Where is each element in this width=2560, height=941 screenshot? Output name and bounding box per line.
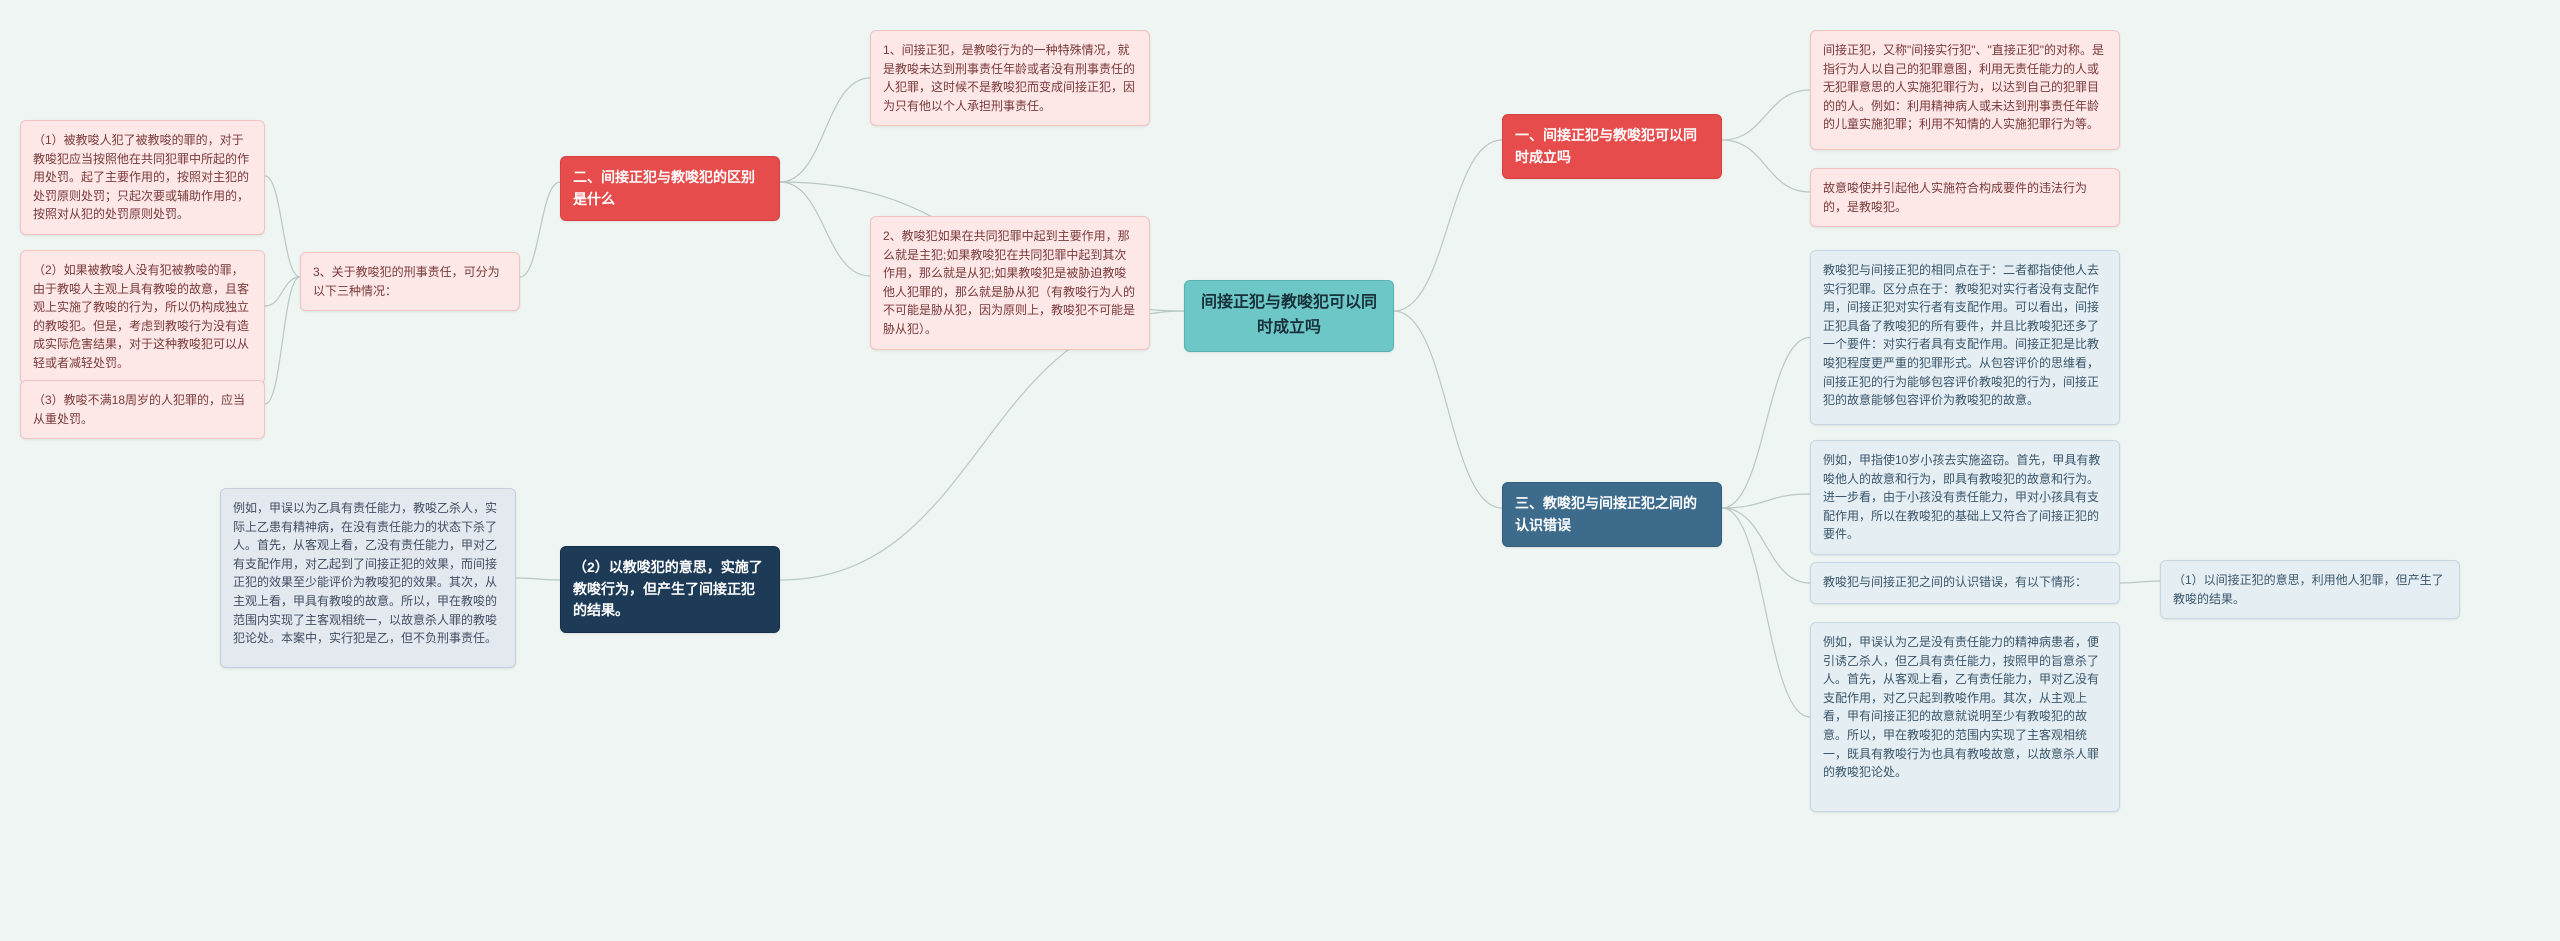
edge-b1-b1_c1	[1722, 90, 1810, 140]
node-text: （2）如果被教唆人没有犯被教唆的罪，由于教唆人主观上具有教唆的故意，且客观上实施…	[33, 263, 249, 370]
node-b3_c2: 例如，甲指使10岁小孩去实施盗窃。首先，甲具有教唆他人的故意和行为，即具有教唆犯…	[1810, 440, 2120, 555]
node-text: 三、教唆犯与间接正犯之间的认识错误	[1515, 495, 1697, 533]
node-b3: 三、教唆犯与间接正犯之间的认识错误	[1502, 482, 1722, 547]
node-text: （1）被教唆人犯了被教唆的罪的，对于教唆犯应当按照他在共同犯罪中所起的作用处罚。…	[33, 133, 249, 221]
node-text: （3）教唆不满18周岁的人犯罪的，应当从重处罚。	[33, 393, 245, 426]
edge-b2_c3-b2_c3_2	[265, 277, 300, 306]
node-b2_c1: 1、间接正犯，是教唆行为的一种特殊情况，就是教唆未达到刑事责任年龄或者没有刑事责…	[870, 30, 1150, 126]
node-text: 一、间接正犯与教唆犯可以同时成立吗	[1515, 127, 1697, 165]
node-text: 例如，甲误认为乙是没有责任能力的精神病患者，便引诱乙杀人，但乙具有责任能力，按照…	[1823, 635, 2099, 779]
edge-b3-b3_c4	[1722, 508, 1810, 717]
node-text: 二、间接正犯与教唆犯的区别是什么	[573, 169, 755, 207]
node-text: 例如，甲指使10岁小孩去实施盗窃。首先，甲具有教唆他人的故意和行为，即具有教唆犯…	[1823, 453, 2100, 541]
node-text: （2）以教唆犯的意思，实施了教唆行为，但产生了间接正犯的结果。	[573, 559, 763, 618]
node-text: 间接正犯，又称"间接实行犯"、"直接正犯"的对称。是指行为人以自己的犯罪意图，利…	[1823, 43, 2104, 131]
edge-root-b1	[1394, 140, 1502, 311]
edge-b4-b4_c1	[516, 578, 560, 580]
edge-b2-b2_c3	[520, 182, 560, 277]
edge-b3_c3-b3_c3_1	[2120, 581, 2160, 583]
edge-root-b4	[780, 311, 1184, 580]
node-b3_c3: 教唆犯与间接正犯之间的认识错误，有以下情形：	[1810, 562, 2120, 604]
node-root: 间接正犯与教唆犯可以同时成立吗	[1184, 280, 1394, 352]
edge-b3-b3_c1	[1722, 338, 1810, 509]
node-text: 2、教唆犯如果在共同犯罪中起到主要作用，那么就是主犯;如果教唆犯在共同犯罪中起到…	[883, 229, 1135, 336]
node-b4_c1: 例如，甲误以为乙具有责任能力，教唆乙杀人，实际上乙患有精神病，在没有责任能力的状…	[220, 488, 516, 668]
node-text: 例如，甲误以为乙具有责任能力，教唆乙杀人，实际上乙患有精神病，在没有责任能力的状…	[233, 501, 497, 645]
node-b3_c4: 例如，甲误认为乙是没有责任能力的精神病患者，便引诱乙杀人，但乙具有责任能力，按照…	[1810, 622, 2120, 812]
edge-b2-b2_c2	[780, 182, 870, 276]
connectors-layer	[0, 0, 2560, 941]
node-b3_c3_1: （1）以间接正犯的意思，利用他人犯罪，但产生了教唆的结果。	[2160, 560, 2460, 619]
edge-b2-b2_c1	[780, 78, 870, 182]
edge-b3-b3_c2	[1722, 494, 1810, 508]
node-text: 间接正犯与教唆犯可以同时成立吗	[1197, 291, 1381, 341]
node-b2_c2: 2、教唆犯如果在共同犯罪中起到主要作用，那么就是主犯;如果教唆犯在共同犯罪中起到…	[870, 216, 1150, 350]
node-b1_c1: 间接正犯，又称"间接实行犯"、"直接正犯"的对称。是指行为人以自己的犯罪意图，利…	[1810, 30, 2120, 150]
node-text: 故意唆使并引起他人实施符合构成要件的违法行为的，是教唆犯。	[1823, 181, 2087, 214]
node-b3_c1: 教唆犯与间接正犯的相同点在于：二者都指使他人去实行犯罪。区分点在于：教唆犯对实行…	[1810, 250, 2120, 425]
node-text: （1）以间接正犯的意思，利用他人犯罪，但产生了教唆的结果。	[2173, 573, 2444, 606]
node-text: 教唆犯与间接正犯之间的认识错误，有以下情形：	[1823, 575, 2087, 589]
node-b2_c3: 3、关于教唆犯的刑事责任，可分为以下三种情况：	[300, 252, 520, 311]
node-b1_c2: 故意唆使并引起他人实施符合构成要件的违法行为的，是教唆犯。	[1810, 168, 2120, 227]
edge-b2_c3-b2_c3_1	[265, 176, 300, 277]
node-b2: 二、间接正犯与教唆犯的区别是什么	[560, 156, 780, 221]
node-b4: （2）以教唆犯的意思，实施了教唆行为，但产生了间接正犯的结果。	[560, 546, 780, 633]
node-text: 3、关于教唆犯的刑事责任，可分为以下三种情况：	[313, 265, 500, 298]
node-text: 1、间接正犯，是教唆行为的一种特殊情况，就是教唆未达到刑事责任年龄或者没有刑事责…	[883, 43, 1135, 113]
node-text: 教唆犯与间接正犯的相同点在于：二者都指使他人去实行犯罪。区分点在于：教唆犯对实行…	[1823, 263, 2099, 407]
edge-b2_c3-b2_c3_3	[265, 277, 300, 404]
edge-root-b3	[1394, 311, 1502, 508]
node-b2_c3_3: （3）教唆不满18周岁的人犯罪的，应当从重处罚。	[20, 380, 265, 439]
edge-b3-b3_c3	[1722, 508, 1810, 583]
node-b2_c3_1: （1）被教唆人犯了被教唆的罪的，对于教唆犯应当按照他在共同犯罪中所起的作用处罚。…	[20, 120, 265, 235]
node-b1: 一、间接正犯与教唆犯可以同时成立吗	[1502, 114, 1722, 179]
edge-b1-b1_c2	[1722, 140, 1810, 192]
node-b2_c3_2: （2）如果被教唆人没有犯被教唆的罪，由于教唆人主观上具有教唆的故意，且客观上实施…	[20, 250, 265, 384]
